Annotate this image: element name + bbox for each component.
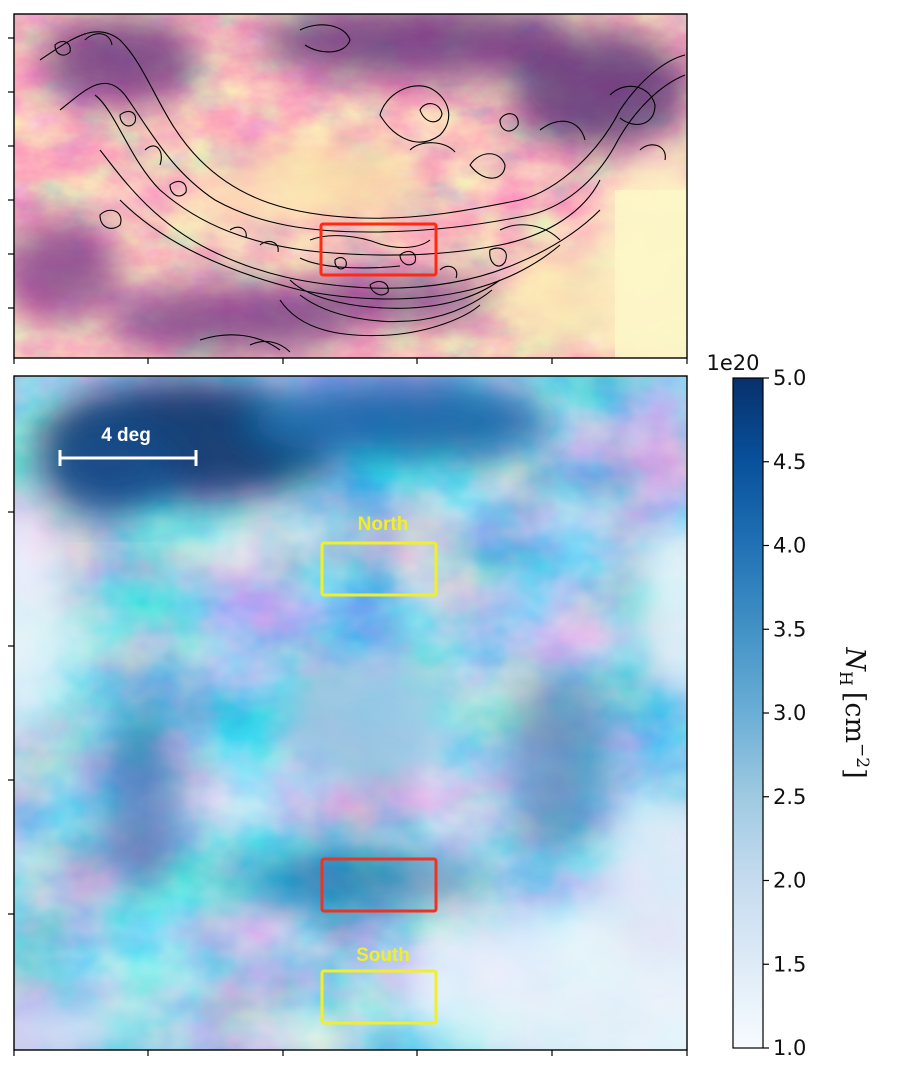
colorbar-tick-label: 2.0: [773, 869, 806, 893]
colorbar-label-unit: [cm: [839, 692, 870, 743]
south-region-box: [320, 969, 438, 1025]
colorbar-ticks: 1.0 1.5 2.0 2.5 3.0 3.5 4.0 4.5 5.0: [763, 366, 806, 1060]
middle-region-box: [320, 857, 438, 913]
colorbar-tick-label: 3.0: [773, 701, 806, 725]
top-ticks: [8, 37, 688, 364]
contour-lines: [39, 24, 686, 353]
colorbar-label-exp: −2: [852, 743, 872, 768]
colorbar-tick-label: 1.5: [773, 952, 806, 976]
colorbar-tick-label: 4.0: [773, 534, 806, 558]
colorbar-label-sub: H: [835, 671, 855, 686]
colorbar-tick-label: 2.5: [773, 785, 806, 809]
colorbar-tick-label: 5.0: [773, 366, 806, 390]
top-region-box: [319, 222, 438, 277]
bottom-heatmap: 4 deg North South: [14, 376, 687, 1050]
north-region-label: North: [358, 514, 409, 535]
south-region-label: South: [356, 945, 410, 966]
bottom-panel-frame: [13, 375, 688, 1051]
colorbar-multiplier: 1e20: [706, 351, 759, 375]
colorbar-label-main: N: [839, 646, 870, 672]
top-panel-frame: [13, 13, 688, 359]
scale-bar: [58, 450, 198, 466]
bottom-ticks: [8, 511, 688, 1056]
north-region-box: [320, 541, 438, 597]
scale-bar-label: 4 deg: [101, 425, 151, 446]
colorbar-tick-label: 4.5: [773, 450, 806, 474]
colorbar-tick-label: 1.0: [773, 1036, 806, 1060]
top-heatmap: [14, 14, 687, 358]
colorbar-gradient: [732, 377, 764, 1049]
bottom-panel: 4 deg North South: [8, 375, 688, 1056]
colorbar: 1e20 1.0 1.5 2.0 2.5 3.0 3.5 4.0 4.5 5.0 NH [cm−2…: [706, 351, 872, 1060]
colorbar-label: NH [cm−2]: [835, 646, 872, 778]
top-panel: [8, 13, 688, 364]
colorbar-label-close: ]: [839, 768, 870, 779]
colorbar-tick-label: 3.5: [773, 617, 806, 641]
